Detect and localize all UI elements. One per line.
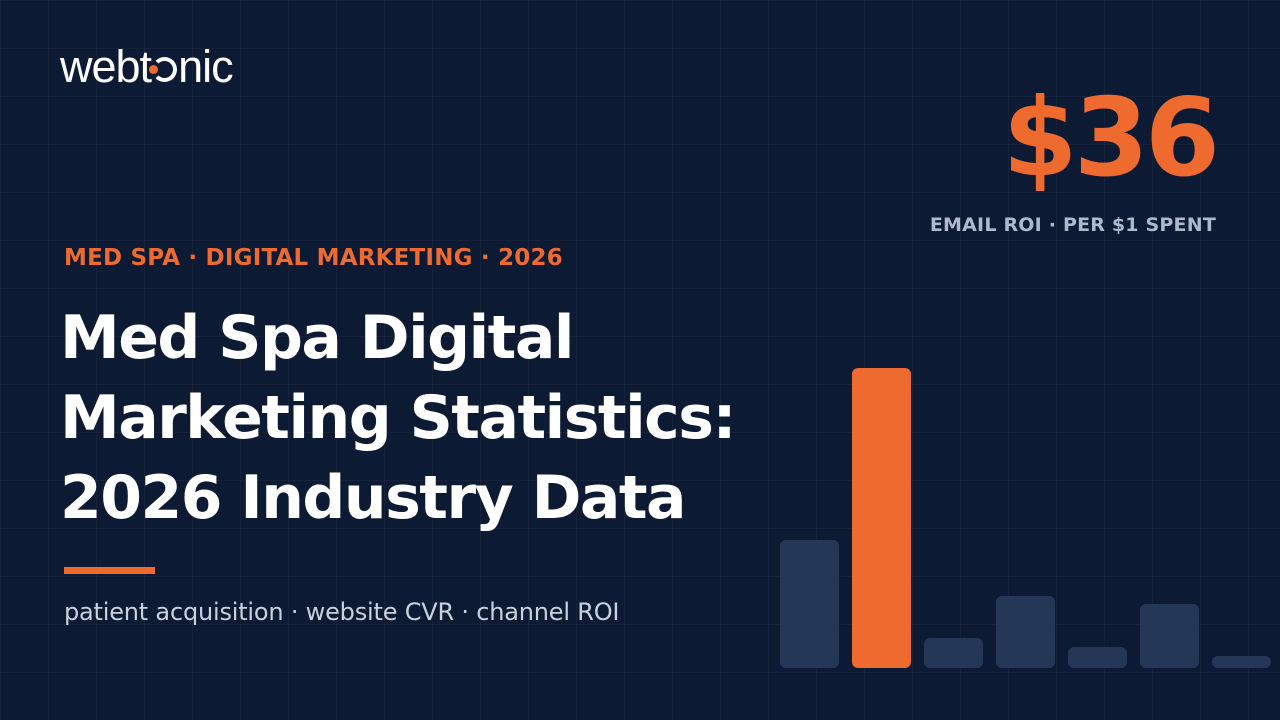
hero-stat-value: $36 xyxy=(1002,76,1220,201)
page-title: Med Spa Digital Marketing Statistics: 20… xyxy=(60,298,760,538)
title-line-2: Marketing Statistics: xyxy=(60,383,736,453)
hero-stat-caption: EMAIL ROI · PER $1 SPENT xyxy=(929,214,1216,236)
logo-o-icon xyxy=(149,57,178,82)
webtonic-logo: webt nic xyxy=(60,41,234,92)
decor-bar-6 xyxy=(1140,604,1199,668)
decor-bar-7 xyxy=(1212,656,1271,668)
subtitle-topics: patient acquisition · website CVR · chan… xyxy=(64,598,620,626)
logo-text-start: webt xyxy=(60,41,152,92)
title-line-3: 2026 Industry Data xyxy=(60,463,687,533)
logo-text-end: nic xyxy=(178,41,234,92)
decor-bar-5 xyxy=(1068,647,1127,668)
decor-bar-2 xyxy=(852,368,911,668)
decor-bar-4 xyxy=(996,596,1055,668)
accent-divider xyxy=(64,567,155,574)
title-line-1: Med Spa Digital xyxy=(60,303,574,373)
decor-bar-3 xyxy=(924,638,983,668)
eyebrow-label: MED SPA · DIGITAL MARKETING · 2026 xyxy=(64,245,563,271)
decorative-bar-graphic xyxy=(780,330,1280,670)
decor-bar-1 xyxy=(780,540,839,668)
